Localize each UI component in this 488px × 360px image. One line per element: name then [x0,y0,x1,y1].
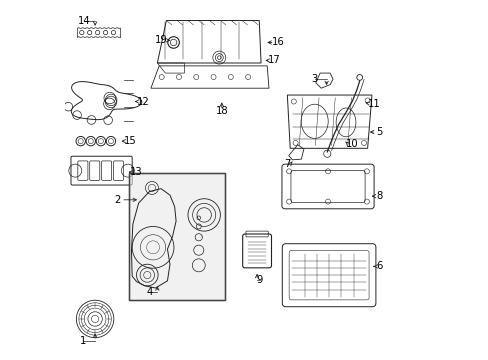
Text: 12: 12 [136,96,149,107]
Text: 14: 14 [78,16,90,26]
Text: 11: 11 [367,99,380,109]
Text: 4: 4 [147,287,153,297]
Text: 17: 17 [267,55,280,66]
Text: 7: 7 [283,159,289,169]
Text: 6: 6 [376,261,382,271]
Text: 8: 8 [376,191,382,201]
Text: 16: 16 [271,37,284,48]
Text: 9: 9 [256,275,263,285]
Text: 5: 5 [376,127,382,137]
Text: 10: 10 [345,139,357,149]
Text: 13: 13 [130,167,142,177]
Bar [128,173,224,300]
Bar [128,173,224,300]
Text: 18: 18 [215,105,228,116]
Text: 2: 2 [114,195,121,205]
Text: 3: 3 [311,74,317,84]
Text: 1: 1 [80,336,86,346]
Text: 19: 19 [155,35,168,45]
Text: 15: 15 [124,136,137,146]
